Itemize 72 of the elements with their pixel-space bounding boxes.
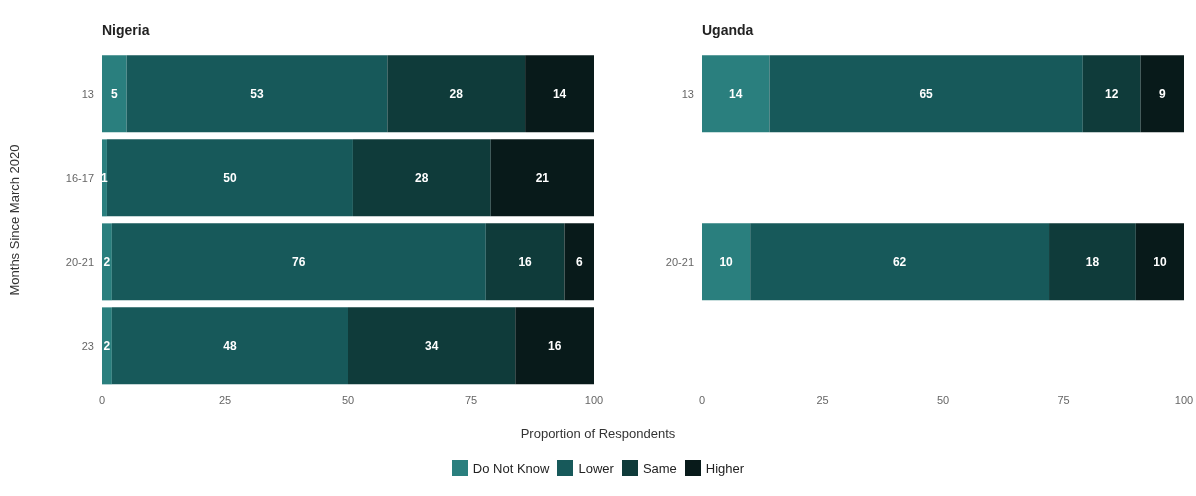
x-tick-label: 75 bbox=[1057, 393, 1070, 406]
data-label: 12 bbox=[1105, 87, 1119, 102]
data-label: 10 bbox=[1153, 255, 1167, 270]
chart-title: Uganda bbox=[702, 22, 754, 38]
data-label: 65 bbox=[919, 87, 934, 102]
data-label: 10 bbox=[719, 255, 734, 270]
y-tick-label: 13 bbox=[681, 87, 694, 100]
x-tick-label: 100 bbox=[584, 393, 604, 406]
bar bbox=[102, 307, 112, 385]
bar bbox=[102, 139, 107, 217]
legend-label: Higher bbox=[704, 460, 745, 476]
x-tick-label: 25 bbox=[218, 393, 232, 406]
data-label: 62 bbox=[892, 255, 907, 270]
bar bbox=[702, 55, 770, 133]
bar bbox=[111, 223, 486, 301]
data-label: 16 bbox=[547, 339, 562, 354]
bar bbox=[490, 139, 594, 217]
data-label: 28 bbox=[415, 171, 429, 186]
data-label: 16 bbox=[518, 255, 533, 270]
x-tick-label: 0 bbox=[98, 393, 106, 406]
bar bbox=[525, 55, 594, 133]
data-label: 6 bbox=[575, 255, 583, 270]
data-label: 2 bbox=[103, 255, 111, 270]
x-tick-label: 100 bbox=[1174, 393, 1194, 406]
x-tick-label: 0 bbox=[698, 393, 706, 406]
data-label: 50 bbox=[223, 171, 237, 186]
bar bbox=[348, 307, 516, 385]
bar bbox=[102, 55, 127, 133]
bar bbox=[126, 55, 388, 133]
x-axis-title: Proportion of Respondents bbox=[519, 426, 677, 441]
data-label: 14 bbox=[729, 87, 743, 102]
y-tick-label: 16-17 bbox=[65, 171, 94, 184]
data-label: 34 bbox=[424, 339, 439, 354]
data-label: 18 bbox=[1085, 255, 1100, 270]
y-tick-label: 23 bbox=[81, 339, 94, 352]
data-label: 28 bbox=[449, 87, 464, 102]
bar bbox=[750, 223, 1050, 301]
legend-label: Lower bbox=[577, 460, 614, 476]
y-axis-title: Months Since March 2020 bbox=[6, 144, 22, 296]
bar bbox=[106, 139, 353, 217]
bar bbox=[564, 223, 594, 301]
data-label: 21 bbox=[535, 171, 550, 186]
bar bbox=[769, 55, 1083, 133]
bar bbox=[1140, 55, 1184, 133]
data-label: 53 bbox=[250, 87, 264, 102]
bar bbox=[1082, 55, 1141, 133]
bar bbox=[352, 139, 491, 217]
data-label: 2 bbox=[103, 339, 111, 354]
x-tick-label: 75 bbox=[464, 393, 478, 406]
bar bbox=[111, 307, 348, 385]
data-label: 14 bbox=[552, 87, 567, 102]
bar bbox=[102, 223, 112, 301]
x-tick-label: 25 bbox=[816, 393, 829, 406]
data-label: 76 bbox=[292, 255, 306, 270]
data-label: 5 bbox=[110, 87, 118, 102]
y-tick-label: 20-21 bbox=[65, 255, 94, 268]
bar bbox=[702, 223, 751, 301]
data-label: 1 bbox=[101, 171, 109, 186]
chart-title: Nigeria bbox=[102, 22, 150, 38]
legend-label: Do Not Know bbox=[471, 460, 550, 476]
bar bbox=[1049, 223, 1136, 301]
legend-label: Same bbox=[641, 460, 677, 476]
y-tick-label: 20-21 bbox=[665, 255, 694, 268]
data-label: 48 bbox=[223, 339, 237, 354]
bar bbox=[1135, 223, 1184, 301]
data-label: 9 bbox=[1158, 87, 1166, 102]
bar bbox=[387, 55, 526, 133]
bar bbox=[485, 223, 565, 301]
bar bbox=[515, 307, 594, 385]
y-tick-label: 13 bbox=[81, 87, 94, 100]
x-tick-label: 50 bbox=[341, 393, 355, 406]
x-tick-label: 50 bbox=[936, 393, 950, 406]
